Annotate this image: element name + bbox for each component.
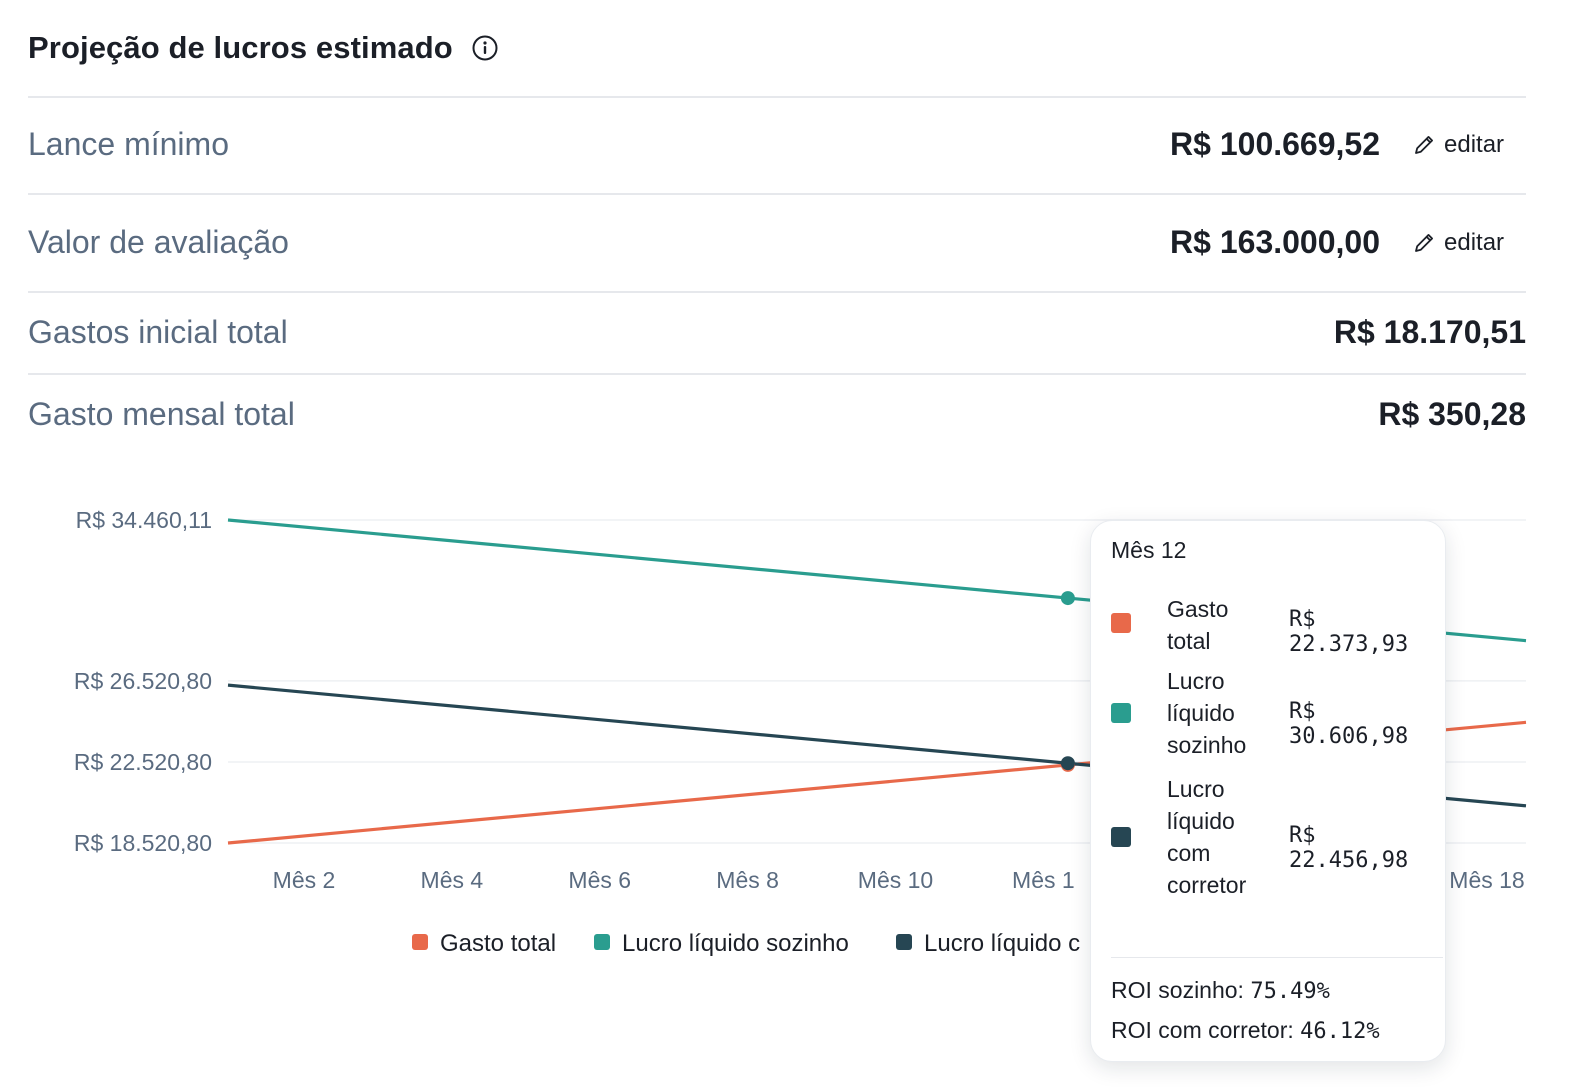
edit-label: editar: [1444, 229, 1505, 256]
row-value-gasto-mensal: R$ 350,28: [1378, 396, 1526, 432]
row-label-valor-avaliacao: Valor de avaliação: [28, 224, 289, 260]
tooltip-item-label: Lucro líquido com corretor: [1167, 776, 1247, 898]
y-tick-label: R$ 26.520,80: [74, 668, 212, 694]
row-value-lance-minimo: R$ 100.669,52: [1170, 126, 1380, 162]
x-tick-label: Mês 18: [1449, 867, 1524, 893]
legend-label: Lucro líquido c: [924, 930, 1080, 957]
row-value-gastos-inicial: R$ 18.170,51: [1333, 314, 1526, 350]
legend-label: Gasto total: [440, 930, 556, 957]
edit-lance-minimo-button[interactable]: editar: [1412, 131, 1504, 159]
legend-swatch: [594, 934, 610, 950]
hover-point-1: [1060, 591, 1075, 606]
x-tick-label: Mês 1: [1012, 867, 1075, 893]
tooltip-item-label: Gasto total: [1167, 596, 1229, 654]
legend-swatch: [1111, 613, 1131, 633]
divider: [28, 291, 1526, 293]
y-tick-label: R$ 34.460,11: [76, 507, 212, 533]
x-tick-label: Mês 10: [858, 867, 933, 893]
edit-valor-avaliacao-button[interactable]: editar: [1412, 229, 1504, 257]
legend-swatch: [412, 934, 428, 950]
page-title: Projeção de lucros estimado: [28, 30, 453, 65]
edit-label: editar: [1444, 131, 1505, 158]
tooltip-item-value: R$ 22.456,98: [1289, 823, 1409, 873]
row-label-gastos-inicial: Gastos inicial total: [28, 314, 288, 350]
y-tick-label: R$ 22.520,80: [74, 749, 212, 775]
row-label-lance-minimo: Lance mínimo: [28, 126, 229, 162]
x-tick-label: Mês 8: [716, 867, 779, 893]
tooltip-item-value: R$ 22.373,93: [1289, 607, 1409, 657]
tooltip-item-value: R$ 30.606,98: [1289, 699, 1409, 749]
x-tick-label: Mês 4: [421, 867, 484, 893]
legend-swatch: [896, 934, 912, 950]
divider: [28, 373, 1526, 375]
card-header: Projeção de lucros estimado: [28, 30, 499, 66]
info-circle-icon[interactable]: [471, 34, 499, 62]
legend-label: Lucro líquido sozinho: [622, 930, 849, 957]
legend-swatch: [1111, 827, 1131, 847]
roi-sozinho: ROI sozinho: 75.49%: [1111, 977, 1330, 1004]
legend-swatch: [1111, 703, 1131, 723]
divider: [28, 193, 1526, 195]
roi-com-corretor: ROI com corretor: 46.12%: [1111, 1017, 1380, 1044]
divider: [28, 96, 1526, 98]
row-label-gasto-mensal: Gasto mensal total: [28, 396, 295, 432]
row-value-valor-avaliacao: R$ 163.000,00: [1170, 224, 1380, 260]
x-tick-label: Mês 6: [568, 867, 631, 893]
hover-point-2: [1060, 756, 1075, 771]
tooltip-item-label: Lucro líquido sozinho: [1167, 668, 1247, 758]
y-tick-label: R$ 18.520,80: [74, 830, 212, 856]
pencil-icon: [1415, 136, 1433, 154]
chart-tooltip: Mês 12 Gasto total R$ 22.373,93 Lucro lí…: [1090, 520, 1446, 1062]
x-tick-label: Mês 2: [273, 867, 336, 893]
tooltip-title: Mês 12: [1111, 537, 1187, 563]
tooltip-divider: [1111, 957, 1443, 958]
pencil-icon: [1415, 234, 1433, 252]
